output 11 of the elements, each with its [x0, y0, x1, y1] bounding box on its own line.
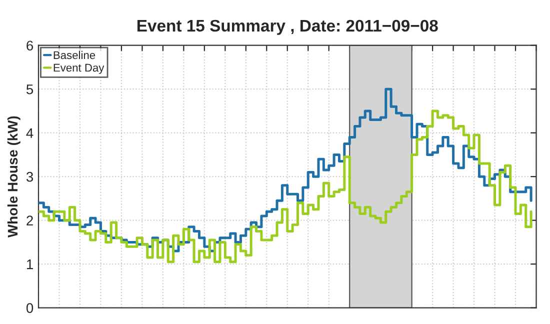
- y-tick-label: 3: [26, 172, 34, 182]
- y-tick-label: 1: [26, 260, 33, 270]
- legend-label: Event Day: [54, 64, 104, 74]
- y-tick-label: 5: [26, 84, 34, 94]
- y-axis-title: Whole House (kW): [7, 116, 20, 238]
- chart-title: Event 15 Summary , Date: 2011−09−08: [137, 20, 438, 35]
- y-tick-label: 4: [26, 128, 34, 138]
- legend-label: Baseline: [54, 50, 96, 60]
- y-tick-label: 2: [26, 216, 33, 226]
- y-tick-label: 6: [26, 40, 34, 51]
- y-tick-label: 0: [26, 303, 34, 313]
